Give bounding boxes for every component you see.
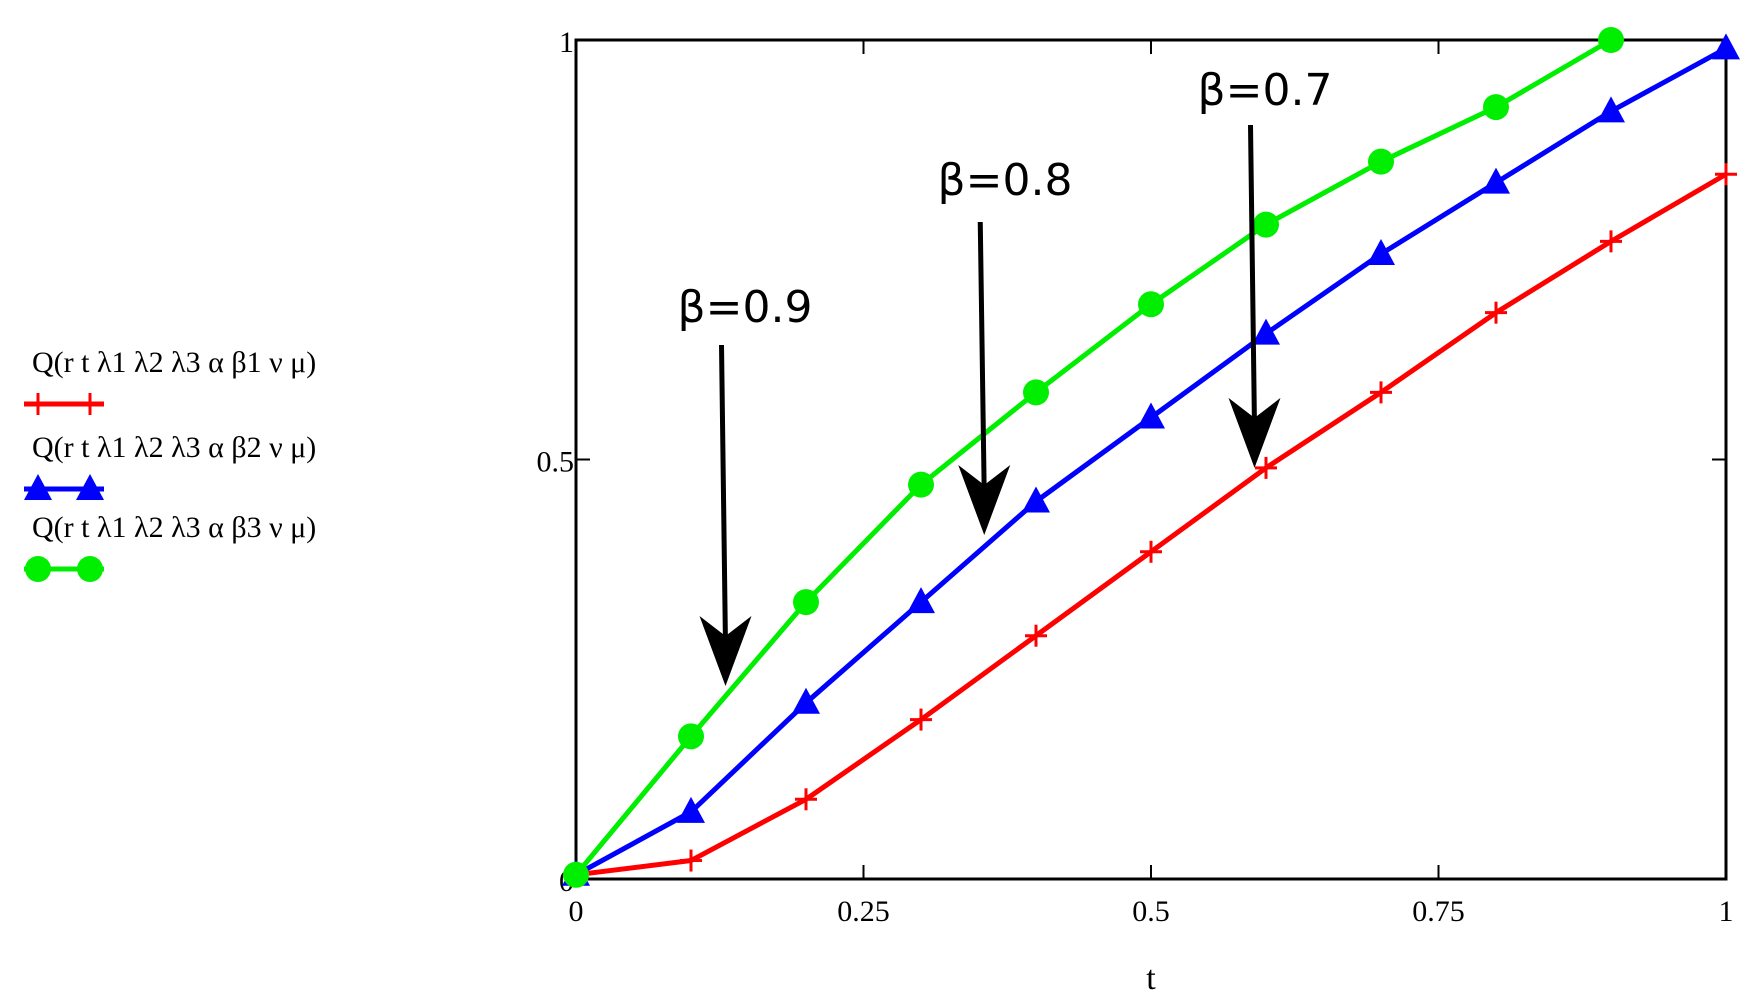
legend-entry-3: Q(r t λ1 λ2 λ3 α β3 ν μ) — [24, 511, 316, 582]
data-point-triangle — [1367, 238, 1395, 265]
data-point-plus — [1025, 624, 1047, 647]
data-point-circle — [77, 556, 103, 582]
annotation-label: β=0.8 — [938, 155, 1073, 206]
data-point-triangle — [1252, 318, 1280, 345]
series-line — [574, 46, 1728, 877]
data-point-circle — [25, 556, 51, 582]
y-tick-label: 0.5 — [537, 446, 575, 479]
data-point-plus — [79, 393, 101, 415]
series-line — [574, 37, 1613, 877]
data-point-plus — [680, 849, 702, 872]
legend: Q(r t λ1 λ2 λ3 α β1 ν μ) Q(r t λ1 λ2 λ3 α… — [24, 346, 316, 582]
data-point-triangle — [792, 687, 820, 714]
plot-frame — [574, 38, 1728, 881]
annotation-arrow-shaft — [977, 221, 987, 496]
data-point-triangle — [907, 587, 935, 614]
data-point-circle — [563, 861, 589, 888]
series-3 — [563, 27, 1624, 888]
data-point-plus — [1485, 301, 1507, 324]
data-point-circle — [1368, 148, 1394, 175]
data-point-triangle — [24, 474, 52, 500]
annotation-2: β=0.8 — [938, 155, 1073, 536]
axes: 00.250.50.75100.51t — [537, 26, 1734, 997]
data-point-triangle — [1022, 486, 1050, 513]
data-point-circle — [1253, 211, 1279, 238]
y-tick-label: 1 — [559, 26, 574, 59]
data-point-plus — [1600, 230, 1622, 253]
annotation-label: β=0.7 — [1198, 65, 1333, 116]
data-point-circle — [678, 723, 704, 750]
annotation-arrow-shaft — [719, 344, 728, 647]
x-tick-label: 0 — [569, 895, 584, 928]
annotation-arrow-shaft — [1248, 124, 1257, 428]
legend-entry-1: Q(r t λ1 λ2 λ3 α β1 ν μ) — [24, 346, 316, 415]
x-axis-label: t — [1146, 960, 1156, 997]
data-point-circle — [793, 589, 819, 616]
legend-label: Q(r t λ1 λ2 λ3 α β2 ν μ) — [32, 431, 316, 464]
annotations: β=0.9 β=0.8 β=0.7 — [678, 65, 1333, 687]
data-point-plus — [1140, 540, 1162, 563]
x-tick-label: 1 — [1719, 895, 1734, 928]
data-point-plus — [795, 788, 817, 811]
legend-entry-2: Q(r t λ1 λ2 λ3 α β2 ν μ) — [24, 431, 316, 500]
data-point-plus — [910, 708, 932, 731]
data-point-triangle — [677, 796, 705, 823]
data-point-triangle — [1482, 167, 1510, 194]
x-tick-label: 0.25 — [837, 895, 890, 928]
data-point-circle — [1023, 379, 1049, 406]
data-point-plus — [27, 393, 49, 415]
annotation-arrow-head — [1228, 397, 1281, 468]
data-point-circle — [908, 471, 934, 498]
annotation-1: β=0.9 — [678, 282, 813, 687]
data-point-plus — [1255, 456, 1277, 479]
x-tick-label: 0.75 — [1412, 895, 1465, 928]
data-point-plus — [1715, 163, 1737, 186]
series-lines — [562, 27, 1740, 888]
series-1 — [565, 163, 1737, 886]
data-point-triangle — [76, 474, 104, 500]
data-point-circle — [1138, 291, 1164, 318]
data-point-triangle — [1712, 33, 1740, 60]
legend-label: Q(r t λ1 λ2 λ3 α β3 ν μ) — [32, 511, 316, 544]
data-point-plus — [1370, 381, 1392, 404]
annotation-arrow-head — [699, 616, 752, 687]
data-point-triangle — [1597, 96, 1625, 123]
series-line — [575, 172, 1728, 878]
data-point-circle — [1483, 94, 1509, 121]
annotation-arrow-head — [958, 465, 1011, 536]
x-tick-label: 0.5 — [1132, 895, 1170, 928]
series-2 — [562, 33, 1740, 886]
legend-label: Q(r t λ1 λ2 λ3 α β1 ν μ) — [32, 346, 316, 379]
annotation-label: β=0.9 — [678, 282, 813, 333]
annotation-3: β=0.7 — [1198, 65, 1333, 468]
data-point-triangle — [1137, 402, 1165, 429]
data-point-circle — [1598, 27, 1624, 53]
